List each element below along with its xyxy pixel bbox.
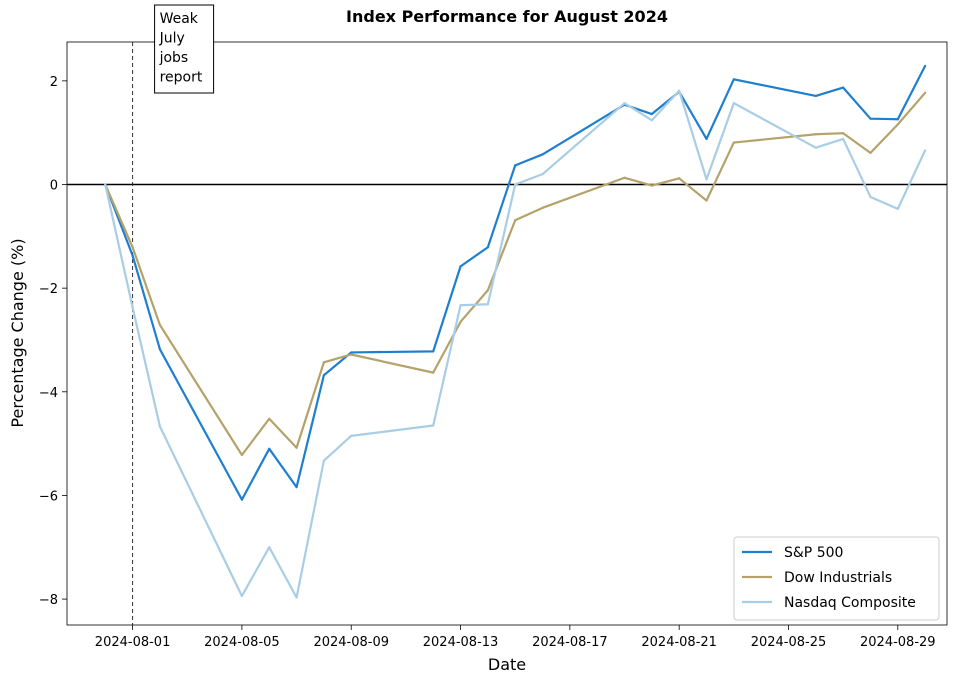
data-point: [432, 350, 435, 353]
data-point: [650, 119, 653, 122]
data-point: [240, 594, 244, 598]
data-point: [705, 137, 708, 141]
data-point: [896, 207, 899, 210]
y-tick-label: −8: [39, 593, 58, 608]
data-point: [459, 304, 462, 307]
data-point: [896, 123, 899, 126]
data-point: [869, 195, 872, 199]
data-point: [350, 434, 353, 437]
data-point: [104, 183, 107, 186]
y-tick-label: 0: [50, 179, 58, 194]
plot-frame: [66, 41, 948, 626]
annotation-text-line: July: [159, 31, 185, 47]
data-point: [514, 219, 517, 222]
data-point: [268, 546, 271, 549]
data-point: [541, 206, 544, 209]
data-point: [350, 353, 353, 356]
data-point: [295, 486, 298, 489]
x-axis-title: Date: [488, 655, 526, 674]
x-tick-label: 2024-08-05: [204, 635, 280, 650]
data-point: [268, 417, 271, 420]
data-point: [131, 254, 134, 257]
data-point: [459, 265, 462, 268]
data-point: [623, 176, 626, 179]
legend-entry: Nasdaq Composite: [784, 595, 916, 611]
y-tick-label: −2: [39, 282, 58, 297]
data-point: [514, 183, 517, 186]
data-point: [158, 323, 162, 327]
data-point: [432, 371, 435, 374]
data-point: [486, 289, 489, 292]
data-point: [131, 306, 134, 309]
x-tick-label: 2024-08-21: [641, 635, 717, 650]
x-tick-label: 2024-08-09: [313, 635, 389, 650]
data-point: [350, 351, 353, 354]
data-point: [268, 447, 271, 450]
data-point: [814, 133, 817, 136]
data-point: [541, 153, 544, 156]
data-point: [623, 102, 626, 105]
data-point: [432, 424, 435, 427]
data-point: [514, 164, 517, 167]
data-point: [240, 498, 244, 501]
x-tick-label: 2024-08-29: [860, 635, 936, 650]
chart-title: Index Performance for August 2024: [346, 7, 668, 26]
data-point: [486, 303, 489, 306]
annotation-text-line: jobs: [159, 50, 189, 66]
annotation-text-line: report: [160, 70, 203, 86]
data-point: [842, 137, 845, 141]
annotation-text-line: Weak: [160, 11, 199, 27]
annotation-box: [154, 4, 215, 94]
data-point: [322, 361, 325, 364]
data-point: [705, 199, 708, 202]
legend-box: [733, 536, 940, 621]
data-point: [732, 102, 735, 105]
data-point: [541, 173, 544, 176]
data-point: [650, 112, 653, 116]
data-point: [158, 348, 162, 351]
data-point: [322, 459, 325, 462]
data-point: [869, 151, 872, 154]
data-point: [732, 141, 735, 144]
x-tick-label: 2024-08-13: [423, 635, 499, 650]
data-point: [678, 177, 681, 180]
data-point: [158, 425, 162, 428]
data-point: [924, 64, 927, 67]
data-point: [240, 453, 244, 457]
data-point: [814, 146, 817, 149]
data-point: [924, 149, 927, 152]
data-point: [131, 246, 134, 249]
data-point: [705, 178, 708, 181]
series-line-1: [104, 92, 926, 457]
x-tick-label: 2024-08-25: [751, 635, 827, 650]
legend-entry: Dow Industrials: [784, 570, 892, 586]
y-tick-label: −4: [39, 386, 58, 401]
data-point: [896, 118, 899, 121]
data-point: [924, 91, 927, 94]
data-point: [459, 320, 462, 323]
legend-entry: S&P 500: [784, 545, 843, 561]
data-point: [814, 94, 817, 97]
y-tick-label: 2: [50, 75, 58, 90]
data-point: [295, 446, 298, 449]
data-point: [842, 132, 845, 135]
data-point: [486, 246, 489, 249]
data-point: [869, 117, 872, 120]
plot-area: 2 0 −2 −4 −6 −8 2024-08-01 2024-08-05 2024-08-09…: [39, 4, 948, 650]
data-point: [295, 596, 298, 599]
data-point: [322, 374, 325, 377]
data-point: [732, 78, 735, 81]
data-point: [650, 184, 653, 187]
y-tick-label: −6: [39, 489, 58, 504]
data-point: [678, 89, 681, 92]
y-axis-title: Percentage Change (%): [8, 238, 27, 427]
data-point: [842, 86, 845, 89]
x-tick-label: 2024-08-17: [532, 635, 608, 650]
x-tick-label: 2024-08-01: [95, 635, 171, 650]
